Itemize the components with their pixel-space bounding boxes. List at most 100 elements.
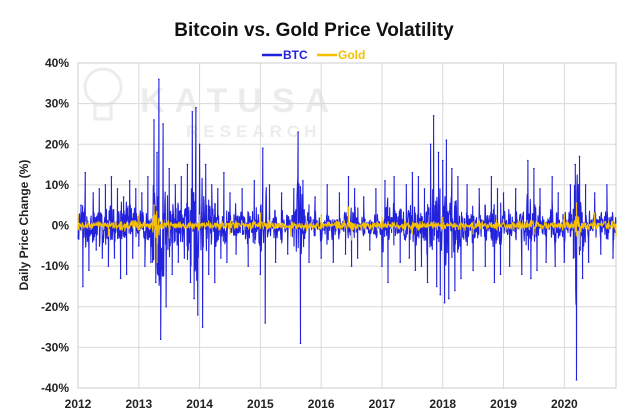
series-btc-point [153,119,155,121]
y-tick-label: -10% [41,259,69,273]
series-btc-point [137,245,140,247]
series-btc-point [574,163,577,166]
series-gold-point [381,216,383,219]
series-btc-point [196,314,199,316]
series-btc-point [572,257,575,259]
series-btc-point [223,171,225,174]
lightbulb-icon [83,67,123,121]
series-btc-point [381,265,383,267]
series-gold-point [229,232,231,235]
series-btc-point [210,184,213,186]
series-btc-point [356,257,359,259]
series-btc-point [478,188,481,190]
x-tick-label: 2017 [369,397,396,411]
y-tick-label: -20% [41,300,69,314]
series-btc-point [593,192,596,194]
series-btc-point [514,188,517,190]
series-btc-point [98,188,101,190]
series-btc-point [155,281,157,284]
series-btc-point [235,253,237,255]
series-btc-point [451,167,453,170]
series-btc-point [314,196,316,198]
y-axis-ticks: 40% 30% 20% 10% 0% -10% -20% -30% -40% [41,56,69,395]
series-btc-point [368,249,371,251]
series-btc-point [162,123,164,125]
series-btc-point [82,285,84,288]
series-gold-point [411,232,414,235]
series-btc-point [144,265,146,267]
series-btc-point [168,167,170,170]
series-btc-point [195,106,197,109]
series-btc-point [441,159,444,162]
series-btc-point [116,188,119,190]
x-tick-label: 2012 [65,397,92,411]
series-btc-point [457,175,459,178]
series-btc-point [95,249,98,251]
series-btc-point [201,326,204,328]
series-btc-point [125,273,128,276]
series-gold-point [472,232,474,235]
series-btc-point [147,175,149,178]
series-btc-point [320,257,322,259]
series-btc-point [159,338,162,341]
series-btc-point [405,184,408,186]
series-btc-point [493,281,496,284]
series-btc-point [274,261,277,263]
series-btc-point [189,281,192,284]
series-btc-point [411,171,414,174]
series-btc-point [165,305,167,308]
y-axis-label: Daily Price Change (%) [17,160,31,291]
series-btc-point [134,188,137,190]
y-tick-label: 10% [45,178,69,192]
series-btc-point [131,257,134,259]
series-btc-point [280,192,283,194]
series-btc-point [384,180,386,182]
series-btc-point [432,115,435,117]
series-btc-point [530,277,532,280]
series-btc-point [472,269,474,271]
x-tick-label: 2014 [186,397,213,411]
series-btc-point [612,257,614,259]
series-btc-point [429,143,432,146]
series-btc-point [502,192,505,194]
series-btc-point [426,281,429,284]
series-btc-point [508,265,511,267]
series-btc-point [527,159,529,162]
series-btc-point [408,257,411,259]
series-btc-point [180,175,183,178]
series-btc-point [171,273,174,276]
series-btc-point [156,151,158,154]
series-btc-point [262,147,264,150]
series-btc-point [496,188,499,190]
series-btc-point [150,261,152,263]
series-btc-point [92,192,94,194]
series-gold-point [77,214,79,217]
series-gold-point [441,216,444,219]
series-gold-point [502,218,505,221]
series-btc-point [460,277,462,280]
series-btc-point [439,293,442,296]
series-btc-point [332,261,335,263]
series-btc-point [264,322,267,324]
x-tick-label: 2020 [551,397,578,411]
y-tick-label: 0% [52,219,70,233]
series-btc-point [198,143,201,146]
series-btc-point [575,379,578,381]
series-btc-point [484,265,487,267]
series-btc-point [299,342,302,345]
series-gold-line [77,202,617,263]
series-btc-point [347,175,350,178]
series-btc-point [302,180,304,182]
series-btc-point [84,171,87,174]
series-gold-point [289,234,292,237]
y-tick-label: -40% [41,381,69,395]
chart-title: Bitcoin vs. Gold Price Volatility [174,20,454,41]
series-btc-point [207,273,210,276]
series-btc-point [414,269,417,271]
series-gold-point [137,214,140,217]
series-btc-point [581,277,584,280]
y-tick-label: 20% [45,137,69,151]
series-gold-point [575,202,578,204]
series-btc-point [122,196,125,198]
